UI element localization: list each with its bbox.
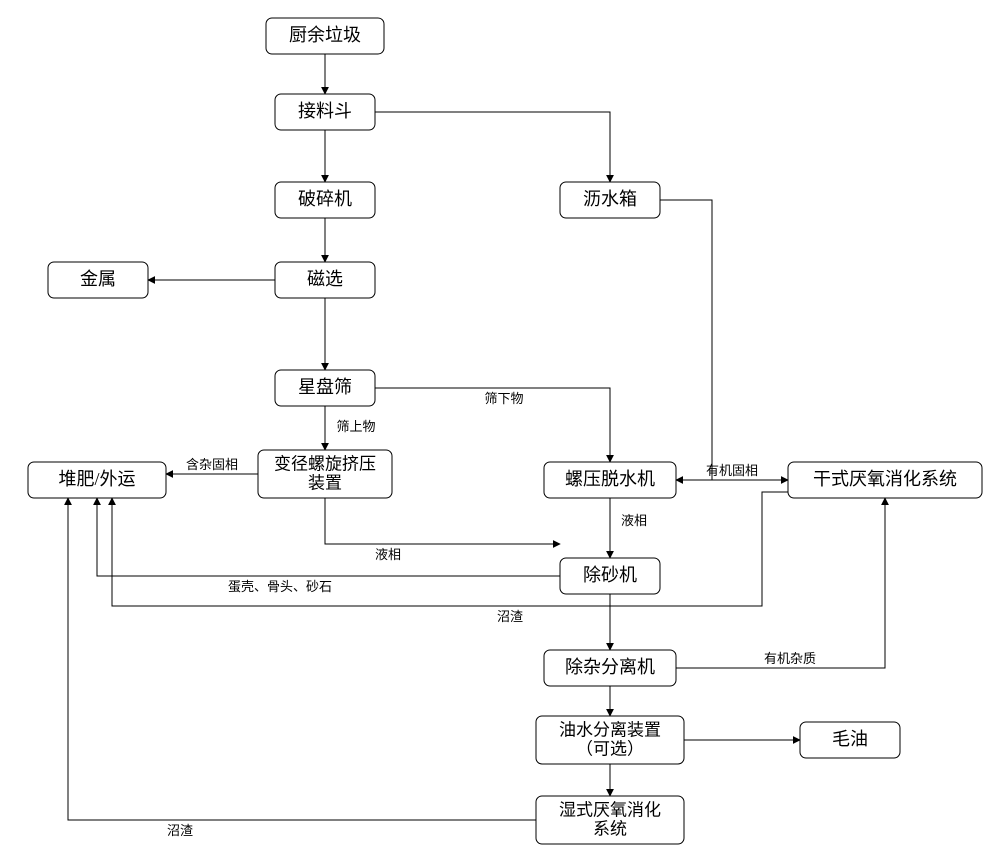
node-vd_press: 变径螺旋挤压装置 <box>258 450 392 498</box>
node-label-vd_press-line0: 变径螺旋挤压 <box>274 454 376 473</box>
node-wet_anaerobic: 湿式厌氧消化系统 <box>536 796 684 844</box>
node-label-magsep: 磁选 <box>307 269 343 289</box>
node-crusher: 破碎机 <box>275 182 375 218</box>
edge-wet_anaerobic-compost_b <box>68 498 536 820</box>
edge-label-wet_anaerobic-compost_b: 沼渣 <box>167 823 193 838</box>
edge-vd_press-sand_remove <box>325 498 560 544</box>
node-label-dry_anaerobic: 干式厌氧消化系统 <box>813 469 957 489</box>
edge-label-star_screen-screw_dewater: 筛下物 <box>484 391 523 406</box>
node-label-hopper: 接料斗 <box>298 101 352 121</box>
node-label-screw_dewater: 螺压脱水机 <box>565 469 655 489</box>
node-label-sand_remove: 除砂机 <box>583 565 637 585</box>
edge-drain_tank-screw_dewater <box>660 200 712 480</box>
node-label-kitchen_waste: 厨余垃圾 <box>289 25 361 45</box>
node-label-oil_water-line0: 油水分离装置 <box>559 720 661 739</box>
node-metal: 金属 <box>48 262 148 298</box>
edge-impurity_sep-dry_anaerobic <box>676 498 885 668</box>
edge-label-vd_press-sand_remove: 液相 <box>375 547 401 562</box>
node-crude_oil: 毛油 <box>800 722 900 758</box>
edge-label-star_screen-vd_press: 筛上物 <box>336 419 375 434</box>
node-label-oil_water-line1: （可选） <box>576 739 644 758</box>
node-label-wet_anaerobic-line1: 系统 <box>593 819 627 838</box>
node-sand_remove: 除砂机 <box>560 558 660 594</box>
edge-label-dry_anaerobic-compost_c: 沼渣 <box>497 609 523 624</box>
edge-label-screw_dewater-dry_anaerobic: 有机固相 <box>706 463 758 478</box>
edge-label-vd_press-compost: 含杂固相 <box>186 457 238 472</box>
node-label-drain_tank: 沥水箱 <box>583 189 637 209</box>
edge-hopper-drain_tank <box>375 112 610 182</box>
node-label-vd_press-line1: 装置 <box>308 473 342 492</box>
node-oil_water: 油水分离装置（可选） <box>536 716 684 764</box>
node-label-star_screen: 星盘筛 <box>298 377 352 397</box>
edge-label-screw_dewater-sand_remove: 液相 <box>621 513 647 528</box>
edge-label-impurity_sep-dry_anaerobic: 有机杂质 <box>764 651 816 666</box>
node-magsep: 磁选 <box>275 262 375 298</box>
node-label-crude_oil: 毛油 <box>832 729 868 749</box>
node-star_screen: 星盘筛 <box>275 370 375 406</box>
edge-dry_anaerobic-compost_c <box>112 492 788 606</box>
node-kitchen_waste: 厨余垃圾 <box>266 18 384 54</box>
node-impurity_sep: 除杂分离机 <box>544 650 676 686</box>
node-label-crusher: 破碎机 <box>298 189 352 209</box>
node-screw_dewater: 螺压脱水机 <box>544 462 676 498</box>
node-label-metal: 金属 <box>80 269 116 289</box>
edge-sand_remove-compost_a <box>97 498 560 576</box>
node-label-compost: 堆肥/外运 <box>58 469 135 489</box>
node-drain_tank: 沥水箱 <box>560 182 660 218</box>
node-compost: 堆肥/外运 <box>28 462 166 498</box>
node-hopper: 接料斗 <box>275 94 375 130</box>
edge-label-sand_remove-compost_a: 蛋壳、骨头、砂石 <box>228 579 332 594</box>
node-dry_anaerobic: 干式厌氧消化系统 <box>788 462 982 498</box>
node-label-impurity_sep: 除杂分离机 <box>565 657 655 677</box>
node-label-wet_anaerobic-line0: 湿式厌氧消化 <box>559 800 661 819</box>
